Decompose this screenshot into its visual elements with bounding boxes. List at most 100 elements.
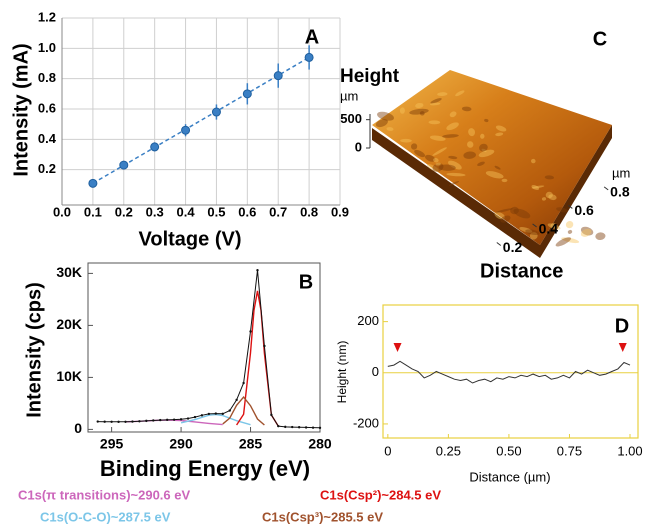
y-tick-label: 20K bbox=[56, 316, 82, 332]
x-unit: µm bbox=[612, 165, 630, 180]
afm-texture bbox=[500, 215, 511, 223]
point bbox=[150, 142, 160, 152]
afm-texture bbox=[468, 128, 476, 137]
x-tick-label: 0.6 bbox=[238, 204, 256, 219]
afm-texture bbox=[446, 122, 459, 131]
afm-texture bbox=[495, 125, 507, 132]
data-point bbox=[165, 418, 169, 422]
panel-label: C bbox=[593, 28, 607, 50]
component-curve bbox=[222, 396, 265, 426]
data-point bbox=[193, 415, 197, 419]
data-point bbox=[291, 425, 294, 429]
afm-texture bbox=[415, 102, 424, 109]
x-tick-label: 0.25 bbox=[436, 443, 461, 458]
data-point bbox=[242, 381, 245, 385]
afm-texture bbox=[437, 92, 448, 97]
afm-texture bbox=[555, 237, 571, 247]
y-axis-title: Height (nm) bbox=[335, 341, 349, 404]
data-point bbox=[207, 412, 211, 416]
data-point bbox=[221, 412, 224, 416]
afm-texture bbox=[580, 226, 594, 236]
x-tick-label: 0 bbox=[384, 443, 391, 458]
component-curve bbox=[236, 290, 279, 427]
data-point bbox=[179, 418, 183, 421]
y-tick-label: 200 bbox=[357, 313, 379, 328]
afm-texture bbox=[419, 111, 425, 116]
afm-texture bbox=[466, 141, 474, 148]
x-tick-label: 285 bbox=[239, 436, 263, 452]
data-point bbox=[131, 420, 134, 423]
data-point bbox=[145, 419, 148, 423]
afm-texture bbox=[463, 151, 476, 159]
y-tick-label: 0.2 bbox=[38, 161, 56, 176]
data-point bbox=[249, 330, 252, 333]
x-tick bbox=[532, 223, 537, 228]
y-tick-label: 1.0 bbox=[38, 40, 56, 55]
y-tick-label: 0 bbox=[74, 420, 82, 436]
cursor-marker bbox=[393, 343, 402, 352]
data-point bbox=[228, 409, 231, 412]
data-point bbox=[200, 414, 204, 417]
afm-texture bbox=[386, 127, 394, 131]
x-tick-label: 0.2 bbox=[115, 204, 133, 219]
data-point bbox=[152, 419, 155, 422]
afm-texture bbox=[455, 90, 465, 97]
afm-texture bbox=[580, 228, 592, 237]
x-tick-label: 295 bbox=[100, 436, 124, 452]
afm-texture bbox=[548, 194, 557, 201]
x-tick-label: 0.3 bbox=[146, 204, 164, 219]
afm-texture bbox=[525, 229, 540, 236]
data-point bbox=[297, 426, 301, 429]
afm-texture bbox=[545, 191, 553, 199]
x-tick-label: 0.7 bbox=[269, 204, 287, 219]
x-axis-title: Voltage (V) bbox=[139, 228, 242, 250]
afm-texture bbox=[478, 149, 495, 158]
afm-texture bbox=[484, 118, 489, 123]
x-tick-label: 0.4 bbox=[177, 204, 196, 219]
plot-frame bbox=[382, 304, 639, 439]
data-point bbox=[117, 420, 120, 424]
afm-texture bbox=[510, 206, 519, 215]
x-tick-label: 0.1 bbox=[84, 204, 102, 219]
x-tick bbox=[603, 186, 609, 191]
x-tick bbox=[496, 242, 502, 246]
afm-texture bbox=[547, 223, 561, 230]
x-tick-label: 0.50 bbox=[496, 443, 521, 458]
afm-texture bbox=[433, 157, 439, 163]
x-tick-label: 0.4 bbox=[539, 221, 559, 237]
point bbox=[181, 125, 191, 135]
afm-texture bbox=[541, 197, 547, 201]
x-tick-label: 0.5 bbox=[207, 204, 225, 219]
y-tick-label: 0 bbox=[372, 364, 379, 379]
data-point bbox=[103, 420, 106, 423]
legend-entry: C1s(Csp²)~284.5 eV bbox=[320, 487, 441, 502]
y-axis-title: Intensity (mA) bbox=[10, 43, 32, 176]
afm-texture bbox=[432, 147, 447, 156]
point bbox=[304, 52, 314, 62]
point bbox=[119, 160, 129, 170]
y-axis-title: Intensity (cps) bbox=[23, 282, 45, 418]
point bbox=[88, 178, 98, 188]
profile-line bbox=[387, 360, 631, 384]
x-tick-label: 0.8 bbox=[300, 204, 318, 219]
afm-texture bbox=[494, 165, 501, 170]
data-point bbox=[110, 420, 113, 424]
data-point bbox=[304, 426, 308, 429]
afm-texture bbox=[565, 221, 574, 229]
y-tick-label: 10K bbox=[56, 368, 82, 384]
point bbox=[242, 89, 252, 99]
afm-texture bbox=[550, 222, 557, 229]
afm-texture bbox=[477, 161, 485, 167]
plot-frame bbox=[87, 262, 321, 433]
data-point bbox=[256, 269, 259, 272]
afm-texture bbox=[556, 207, 568, 213]
afm-texture bbox=[519, 227, 533, 233]
afm-texture bbox=[448, 181, 460, 186]
data-point bbox=[270, 413, 273, 417]
panel-label: A bbox=[305, 26, 319, 48]
afm-texture bbox=[480, 133, 485, 139]
afm-texture bbox=[561, 237, 580, 244]
x-axis-title: Distance (µm) bbox=[469, 469, 550, 484]
x-tick-label: 1.00 bbox=[617, 443, 642, 458]
afm-texture bbox=[375, 119, 388, 128]
